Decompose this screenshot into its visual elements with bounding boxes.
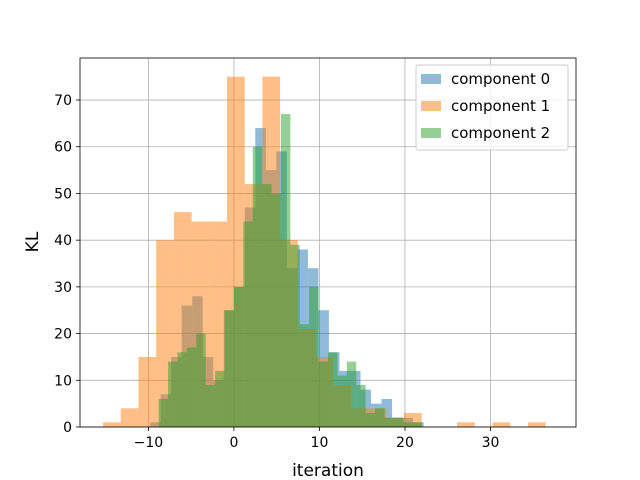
histogram-bar [381,398,393,427]
histogram-bar [393,417,404,427]
histogram-bar [457,422,475,427]
histogram-bar [120,408,139,427]
histogram-bar [262,184,272,427]
y-tick-label: 10 [54,373,72,389]
histogram-bar [384,417,394,427]
histogram-bar [346,361,357,427]
histogram-bar [186,347,197,427]
histogram-bar [196,333,206,427]
histogram-bar [271,193,281,427]
legend-swatch [421,101,441,111]
histogram-bar [318,361,328,427]
histogram-bar [356,384,366,427]
histogram-bar [403,422,413,427]
x-tick-label: −10 [134,435,164,451]
legend-swatch [421,128,441,138]
histogram-bar [375,408,385,427]
y-tick-label: 0 [63,420,72,436]
histogram-bar [309,286,319,427]
legend-box [415,64,569,151]
histogram-bars [103,76,546,428]
y-tick-label: 70 [54,93,72,109]
histogram-bar [337,375,347,427]
histogram-bar [299,324,310,427]
y-tick-label: 20 [54,327,72,343]
histogram-bar [138,356,157,427]
histogram-bar [492,422,511,427]
axis-ticks: −10 0 10 20 30 0 10 20 30 40 50 60 70 [54,93,499,451]
legend-swatch [421,74,441,84]
histogram-bar [103,422,121,427]
legend-label: component 2 [451,124,550,142]
series-2-bars [158,114,423,428]
x-tick-label: 30 [482,435,500,451]
histogram-bar [365,412,376,427]
y-tick-label: 50 [54,186,72,202]
x-tick-label: 10 [311,435,329,451]
legend: component 0 component 1 component 2 [415,64,569,151]
x-axis-label: iteration [292,461,364,480]
histogram-bar [243,221,253,427]
histogram-bar [215,370,225,427]
x-tick-label: 20 [396,435,414,451]
histogram-bar [328,352,338,427]
histogram-bar [280,114,291,428]
y-tick-label: 30 [54,280,72,296]
plot-frame [79,57,577,428]
histogram-bar [158,398,169,427]
y-tick-label: 40 [54,233,72,249]
legend-label: component 1 [451,97,550,115]
x-tick-label: 0 [229,435,238,451]
histogram-bar [252,146,263,428]
histogram-bar [233,286,244,427]
histogram-bar [412,422,423,427]
histogram-bar [168,361,178,427]
legend-label: component 0 [451,70,550,88]
y-tick-label: 60 [54,140,72,156]
histogram-bar [205,384,216,427]
histogram-bar [527,422,546,427]
histogram-bar [177,352,187,427]
histogram-bar [290,244,300,427]
y-axis-label: KL [23,231,43,252]
histogram-bar [224,310,234,427]
